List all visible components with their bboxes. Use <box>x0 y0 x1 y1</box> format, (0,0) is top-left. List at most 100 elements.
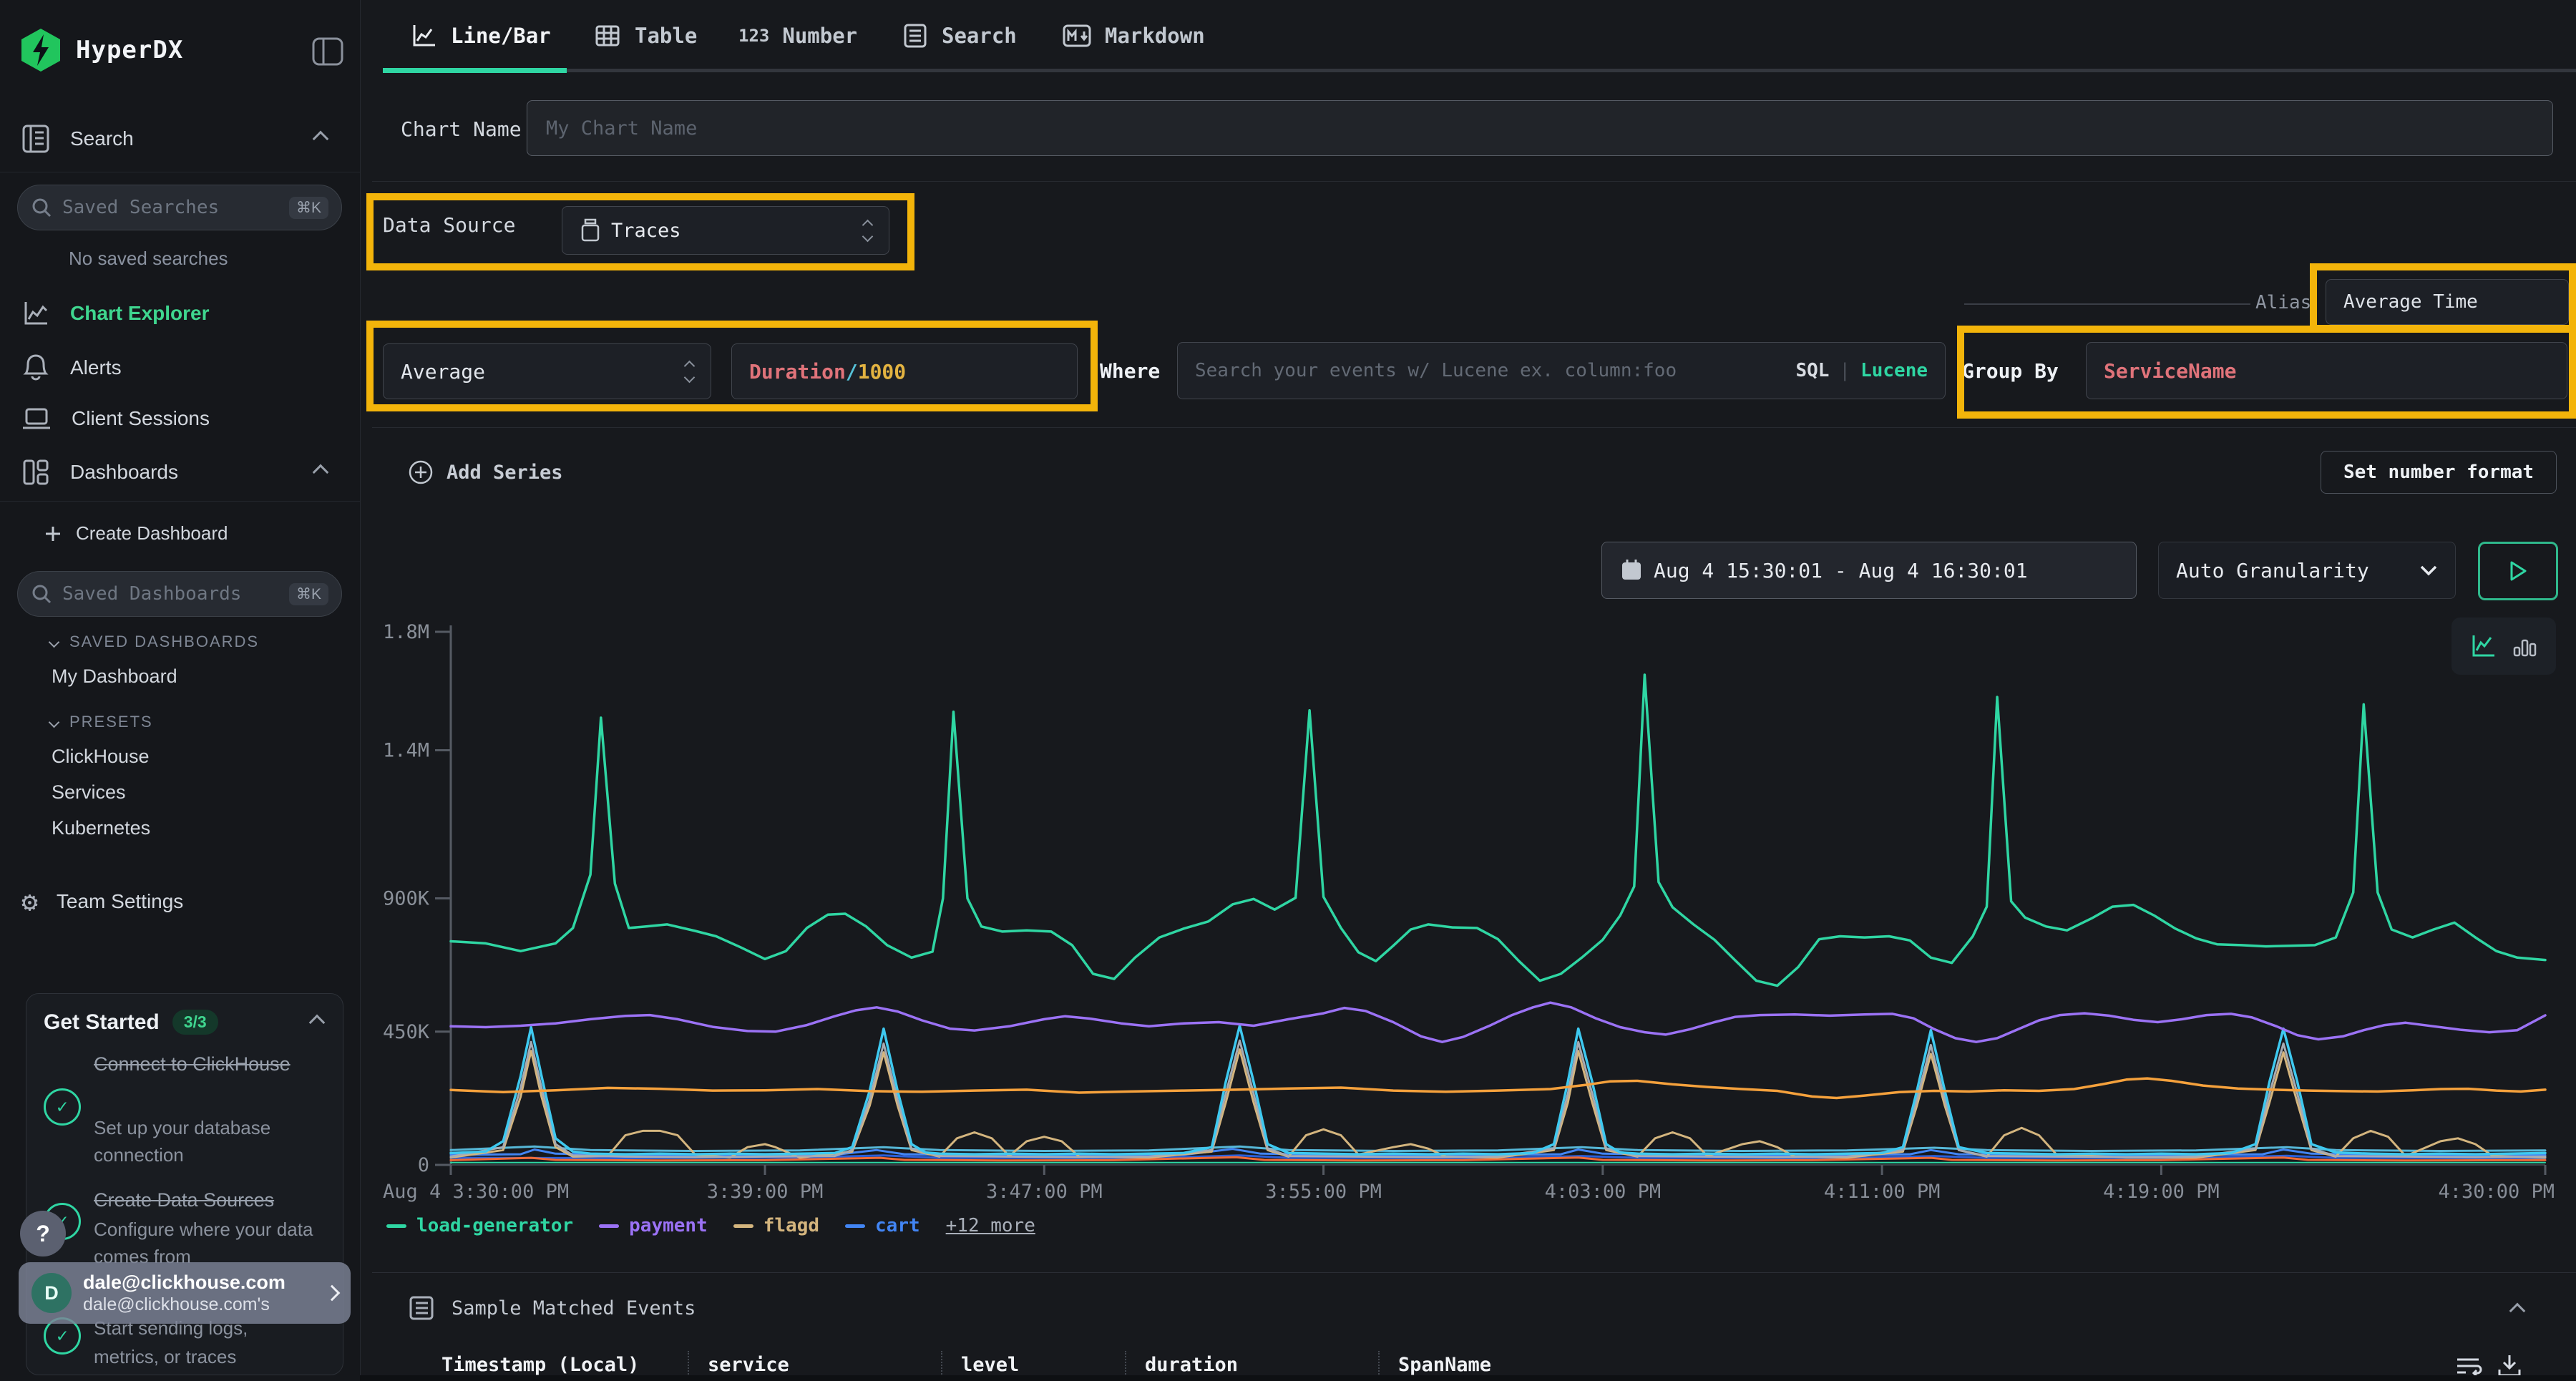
where-placeholder: Search your events w/ Lucene ex. column:… <box>1195 360 1677 381</box>
toggle-divider: | <box>1839 360 1851 381</box>
help-button[interactable]: ? <box>20 1211 66 1256</box>
alias-input[interactable]: Average Time <box>2326 279 2569 325</box>
search-panel-icon <box>21 123 50 155</box>
chart-name-input[interactable] <box>527 100 2553 156</box>
chevron-up-icon[interactable] <box>312 130 329 147</box>
bell-icon <box>21 352 50 384</box>
y-tick-label: 450K <box>383 1021 430 1043</box>
legend-item-flagd[interactable]: flagd <box>733 1215 819 1236</box>
app-title: HyperDX <box>76 36 184 64</box>
column-header-timestamp-local-: Timestamp (Local) <box>441 1354 640 1376</box>
tab-markdown[interactable]: Markdown <box>1062 16 1205 56</box>
calendar-icon <box>1619 558 1644 582</box>
column-separator <box>688 1351 689 1380</box>
legend-item-cart[interactable]: cart <box>845 1215 920 1236</box>
legend-item-payment[interactable]: payment <box>599 1215 708 1236</box>
data-source-label: Data Source <box>383 213 516 237</box>
select-updown-icon <box>683 360 696 383</box>
sidebar-item-label: Chart Explorer <box>70 302 210 324</box>
saved-dashboards-placeholder: Saved Dashboards <box>62 583 242 605</box>
sidebar-item-kubernetes[interactable]: Kubernetes <box>52 817 151 839</box>
alias-label: Alias <box>2255 292 2312 313</box>
section-label: PRESETS <box>69 713 153 731</box>
set-number-format-button[interactable]: Set number format <box>2321 451 2557 494</box>
divider <box>372 1272 2576 1273</box>
section-label: SAVED DASHBOARDS <box>69 633 260 650</box>
sidebar-item-alerts[interactable]: Alerts <box>21 352 122 384</box>
chevron-down-icon <box>48 716 60 728</box>
sidebar-item-services[interactable]: Services <box>52 781 126 803</box>
tab-label: Number <box>782 24 858 48</box>
lucene-toggle[interactable]: Lucene <box>1860 360 1928 381</box>
run-query-button[interactable] <box>2478 542 2558 600</box>
legend-dash-icon <box>386 1224 406 1228</box>
user-menu[interactable]: D dale@clickhouse.com dale@clickhouse.co… <box>19 1262 351 1324</box>
legend-label: load-generator <box>416 1215 574 1236</box>
tab-search[interactable]: Search <box>902 16 1017 56</box>
tab-line-bar[interactable]: Line/Bar <box>409 16 551 56</box>
y-tick-label: 900K <box>383 888 430 910</box>
legend-item-load-generator[interactable]: load-generator <box>386 1215 573 1236</box>
alias-value: Average Time <box>2343 291 2478 313</box>
sidebar-item-clickhouse[interactable]: ClickHouse <box>52 746 150 767</box>
sidebar-item-client-sessions[interactable]: Client Sessions <box>21 405 210 432</box>
x-tick-label: 4:03:00 PM <box>1545 1181 1662 1203</box>
saved-dashboards-input[interactable]: Saved Dashboards ⌘K <box>17 571 342 617</box>
active-tab-indicator <box>383 68 567 73</box>
aggregation-value: Average <box>401 359 486 384</box>
chart-series-load-generator <box>449 673 2547 987</box>
sidebar-item-chart-explorer[interactable]: Chart Explorer <box>21 299 210 328</box>
x-tick-label: 4:30:00 PM <box>2438 1181 2555 1203</box>
legend-more-link[interactable]: +12 more <box>945 1215 1035 1236</box>
get-started-item-title: Connect to ClickHouse <box>94 1053 291 1075</box>
tab-table[interactable]: Table <box>593 16 697 56</box>
time-range-value: Aug 4 15:30:01 - Aug 4 16:30:01 <box>1654 558 2028 582</box>
sidebar-item-label: Alerts <box>70 356 122 379</box>
collapse-panel-icon[interactable] <box>2509 1302 2526 1319</box>
chart-series-payment <box>449 1001 2547 1043</box>
aggregation-select[interactable]: Average <box>383 343 711 399</box>
column-separator <box>1378 1351 1380 1380</box>
sql-toggle[interactable]: SQL <box>1795 360 1830 381</box>
data-source-select[interactable]: Traces <box>562 206 889 255</box>
granularity-select[interactable]: Auto Granularity <box>2158 542 2456 599</box>
play-icon <box>2510 561 2527 581</box>
field-expression-input[interactable]: Duration / 1000 <box>731 343 1078 399</box>
events-header-row: Timestamp (Local) service level duration Spa… <box>441 1351 1666 1381</box>
saved-dashboards-section-header[interactable]: SAVED DASHBOARDS <box>48 633 260 651</box>
sidebar-item-team-settings[interactable]: ⚙ Team Settings <box>21 887 183 916</box>
time-range-picker[interactable]: Aug 4 15:30:01 - Aug 4 16:30:01 <box>1601 542 2137 599</box>
sidebar-item-dashboards[interactable]: Dashboards <box>21 458 336 487</box>
tabbar-underline <box>383 69 2576 72</box>
sidebar-collapse-icon[interactable] <box>312 37 343 66</box>
presets-section-header[interactable]: PRESETS <box>48 713 153 731</box>
add-series-label: Add Series <box>447 461 563 484</box>
sidebar-item-search[interactable]: Search <box>21 123 336 155</box>
group-by-input[interactable]: ServiceName <box>2086 342 2567 399</box>
sidebar-item-my-dashboard[interactable]: My Dashboard <box>52 665 177 687</box>
markdown-icon <box>1062 23 1092 49</box>
laptop-icon <box>21 405 52 432</box>
chart-series-unnamed-3 <box>449 1156 2547 1162</box>
wrap-text-icon[interactable] <box>2454 1354 2483 1380</box>
tab-number[interactable]: 123 Number <box>738 16 857 56</box>
x-tick-label: 3:39:00 PM <box>707 1181 824 1203</box>
chevron-up-icon[interactable] <box>312 464 329 481</box>
number-123-icon: 123 <box>738 26 770 46</box>
brand: HyperDX <box>21 29 183 72</box>
group-by-value: ServiceName <box>2104 358 2237 383</box>
add-series-button[interactable]: Add Series <box>406 458 563 487</box>
bar-chart-toggle-icon[interactable] <box>2512 632 2538 660</box>
y-tick-label: 1.4M <box>383 740 429 762</box>
sidebar-item-label: Client Sessions <box>72 407 210 429</box>
data-source-value: Traces <box>611 219 681 242</box>
line-chart-toggle-icon[interactable] <box>2469 632 2498 660</box>
saved-searches-input[interactable]: Saved Searches ⌘K <box>17 185 342 230</box>
create-dashboard-button[interactable]: Create Dashboard <box>43 522 228 545</box>
column-separator <box>941 1351 942 1380</box>
where-input[interactable]: Search your events w/ Lucene ex. column:… <box>1177 342 1946 399</box>
search-icon <box>31 583 52 605</box>
chevron-up-icon[interactable] <box>308 1014 326 1030</box>
chart-plot[interactable]: 1.8M 1.4M 900K 450K 0 Aug 4 3:30:00 PM 3:39:00… <box>372 608 2576 1209</box>
